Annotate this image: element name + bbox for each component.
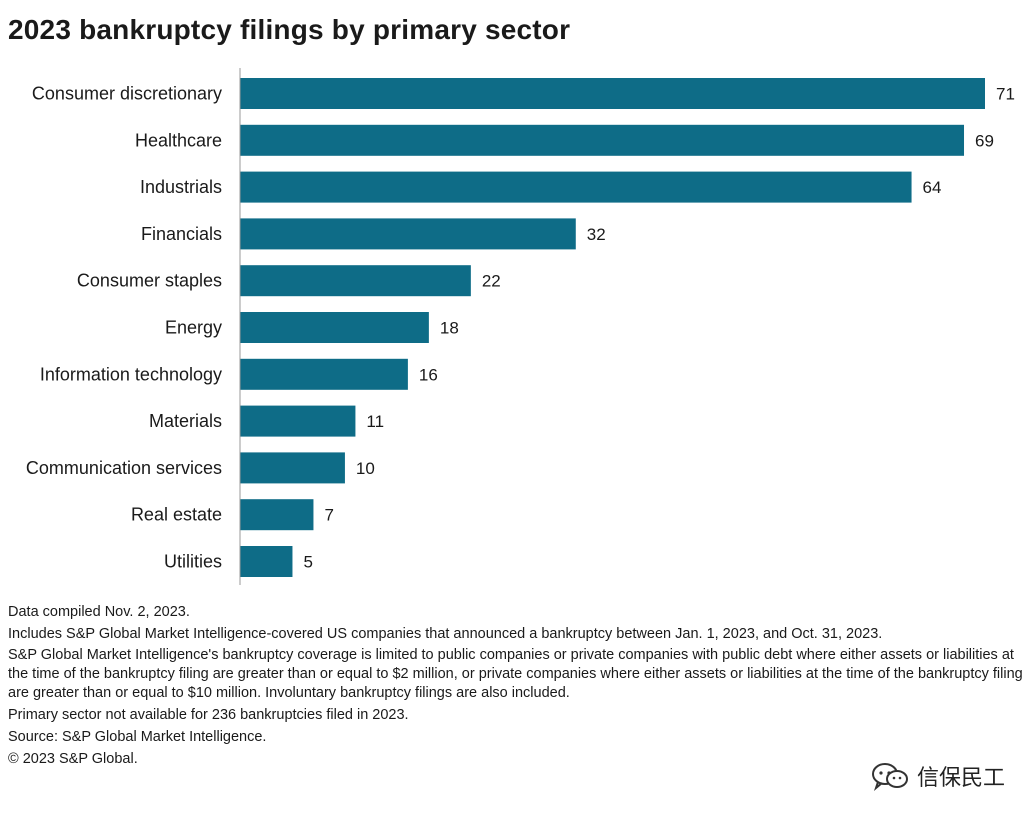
value-label-healthcare: 69: [975, 131, 994, 150]
category-label-communication-services: Communication services: [26, 458, 222, 478]
note-sector-unavailable: Primary sector not available for 236 ban…: [8, 707, 409, 723]
wechat-icon: [871, 763, 908, 791]
category-label-materials: Materials: [149, 411, 222, 431]
bar-industrials: [240, 171, 912, 203]
watermark-text: 信保民工: [916, 766, 1005, 791]
chart-notes: Data compiled Nov. 2, 2023. Includes S&P…: [8, 602, 1023, 771]
category-label-information-technology: Information technology: [40, 364, 222, 384]
bar-energy: [240, 312, 429, 343]
bar-utilities: [240, 546, 293, 577]
value-label-utilities: 5: [303, 553, 312, 572]
category-label-real-estate: Real estate: [131, 505, 222, 525]
chart-title: 2023 bankruptcy filings by primary secto…: [8, 14, 571, 45]
bar-real-estate: [240, 499, 314, 531]
bar-financials: [240, 218, 576, 250]
category-label-consumer-discretionary: Consumer discretionary: [32, 84, 222, 104]
bar-chart: Consumer discretionary 71 Healthcare 69 Indu…: [26, 68, 1015, 585]
value-label-real-estate: 7: [324, 506, 333, 525]
value-label-industrials: 64: [923, 178, 942, 197]
note-coverage-limits: S&P Global Market Intelligence's bankrup…: [8, 647, 1023, 701]
note-date-compiled: Data compiled Nov. 2, 2023.: [8, 604, 190, 620]
note-copyright: © 2023 S&P Global.: [8, 751, 138, 767]
value-label-information-technology: 16: [419, 365, 438, 384]
value-label-energy: 18: [440, 319, 459, 338]
bar-healthcare: [240, 124, 965, 156]
value-label-communication-services: 10: [356, 459, 375, 478]
category-label-financials: Financials: [141, 224, 222, 244]
category-label-utilities: Utilities: [164, 552, 222, 572]
bar-information-technology: [240, 358, 408, 390]
value-label-consumer-discretionary: 71: [996, 85, 1015, 104]
bar-communication-services: [240, 452, 345, 484]
value-label-materials: 11: [366, 412, 384, 431]
bar-consumer-staples: [240, 265, 471, 297]
watermark: 信保民工: [871, 760, 1005, 792]
note-coverage-period: Includes S&P Global Market Intelligence-…: [8, 626, 883, 642]
category-label-consumer-staples: Consumer staples: [77, 271, 222, 291]
category-label-energy: Energy: [165, 318, 222, 338]
note-source: Source: S&P Global Market Intelligence.: [8, 729, 267, 745]
value-label-financials: 32: [587, 225, 606, 244]
value-label-consumer-staples: 22: [482, 272, 501, 291]
category-label-healthcare: Healthcare: [135, 130, 222, 150]
category-label-industrials: Industrials: [140, 177, 222, 197]
bar-consumer-discretionary: [240, 78, 985, 109]
bar-materials: [240, 405, 356, 437]
